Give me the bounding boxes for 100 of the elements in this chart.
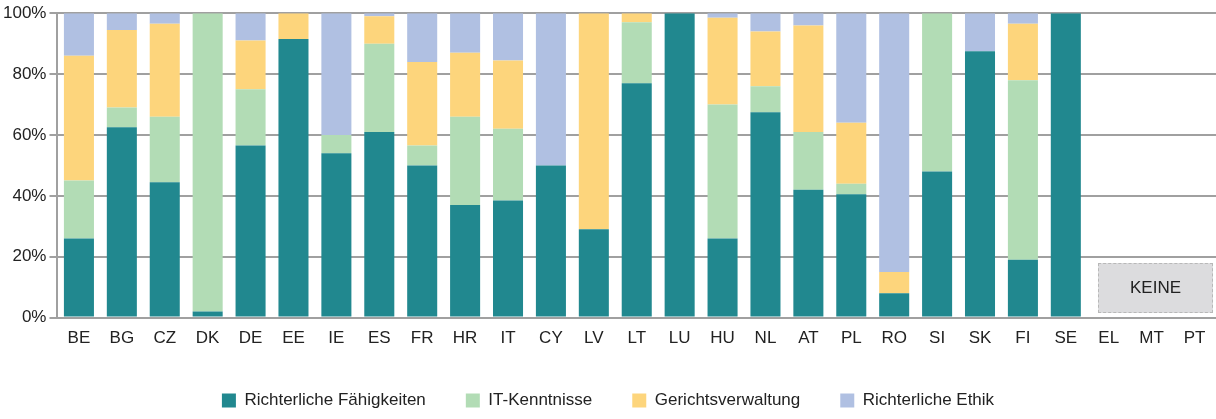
bar (321, 13, 352, 135)
bar (793, 25, 824, 132)
bar (364, 16, 395, 44)
bar (535, 165, 566, 317)
x-tick-label: ES (367, 328, 391, 348)
bar (750, 31, 781, 87)
bar (493, 13, 524, 61)
bar (321, 134, 352, 154)
bar (407, 13, 438, 62)
bar (922, 13, 953, 172)
bar (836, 122, 867, 184)
y-tick-label: 40% (12, 185, 47, 205)
x-tick-label: EL (1098, 328, 1120, 348)
bar (149, 13, 180, 24)
bar (149, 182, 180, 317)
bar (106, 127, 137, 317)
bar (235, 13, 266, 41)
bar (63, 180, 94, 239)
x-tick-label: IE (328, 328, 345, 348)
bar (106, 107, 137, 128)
bar (750, 13, 781, 32)
bar (450, 116, 481, 205)
bar (750, 112, 781, 317)
x-tick-label: FI (1015, 328, 1031, 348)
bar (407, 145, 438, 166)
bar (278, 13, 309, 40)
bar (535, 13, 566, 166)
bar (964, 13, 996, 52)
y-tick-label: 60% (12, 124, 47, 144)
bar (836, 194, 867, 317)
bar (793, 189, 824, 317)
bar (106, 29, 137, 108)
x-tick-label: CZ (153, 328, 177, 348)
bar (278, 39, 309, 317)
x-tick-label: RO (881, 328, 907, 348)
x-tick-label: LT (627, 328, 647, 348)
x-tick-label: MT (1139, 328, 1164, 348)
x-tick-label: SE (1054, 328, 1078, 348)
bar (1007, 13, 1038, 24)
legend-label: Richterliche Ethik (862, 390, 995, 410)
x-tick-label: IT (500, 328, 516, 348)
x-tick-label: AT (798, 328, 819, 348)
bar (922, 171, 953, 317)
x-tick-label: NL (754, 328, 777, 348)
bar (836, 13, 867, 123)
bar (578, 229, 609, 317)
bar (364, 43, 395, 132)
bar (707, 238, 738, 317)
bar (63, 55, 94, 181)
bar (63, 13, 94, 56)
bar (407, 165, 438, 317)
bar (235, 40, 266, 90)
bar (63, 238, 94, 317)
y-tick-label: 100% (3, 2, 47, 22)
bar (149, 23, 180, 117)
bar (879, 271, 910, 294)
x-tick-label: DK (195, 328, 221, 348)
x-tick-label: LV (584, 328, 605, 348)
bar (664, 13, 695, 317)
x-tick-label: SI (929, 328, 946, 348)
bar (1007, 23, 1038, 81)
bar (621, 83, 652, 317)
bar (1007, 80, 1038, 260)
x-tick-label: LU (668, 328, 691, 348)
bar (235, 145, 266, 317)
y-tick-label: 0% (21, 307, 47, 327)
bar (407, 61, 438, 146)
x-tick-label: SK (968, 328, 992, 348)
bar (493, 60, 524, 129)
bar (1007, 259, 1038, 317)
bar (192, 311, 223, 317)
bar (836, 183, 867, 195)
bar (364, 131, 395, 317)
bar (707, 104, 738, 239)
x-tick-label: CY (539, 328, 563, 348)
y-tick-label: 20% (12, 246, 47, 266)
bar (793, 131, 824, 190)
x-tick-label: PL (840, 328, 862, 348)
bar (621, 22, 652, 84)
bar (793, 13, 824, 26)
x-tick-label: DE (238, 328, 263, 348)
bar (192, 13, 223, 312)
bar (707, 17, 738, 105)
legend-label: Richterliche Fähigkeiten (244, 390, 426, 410)
x-tick-label: HU (710, 328, 735, 348)
bar (493, 128, 524, 201)
note-box: KEINE (1098, 262, 1213, 313)
x-tick-label: PT (1183, 328, 1206, 348)
x-tick-label: FR (410, 328, 434, 348)
bar (750, 86, 781, 113)
bar (450, 204, 481, 317)
bar (493, 200, 524, 317)
bar (450, 52, 481, 117)
bar (235, 89, 266, 146)
bar (879, 293, 910, 317)
x-tick-label: EE (282, 328, 305, 348)
bar (106, 13, 137, 30)
bar (149, 116, 180, 183)
x-tick-label: HR (452, 328, 478, 348)
legend-label: Gerichtsverwaltung (654, 390, 801, 410)
